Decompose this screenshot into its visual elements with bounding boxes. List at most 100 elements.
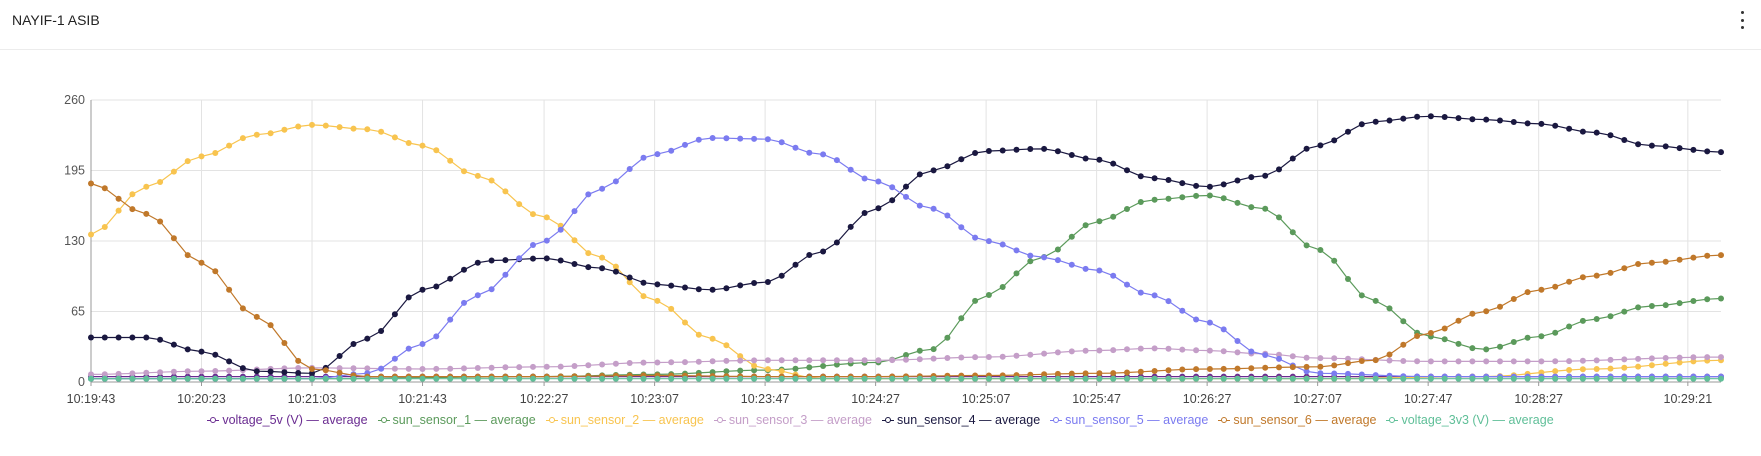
legend-item[interactable]: sun_sensor_5 — average — [1050, 413, 1208, 427]
series-point — [1206, 375, 1213, 382]
series-point — [1124, 369, 1130, 376]
series-point — [1276, 166, 1282, 173]
series-point — [212, 351, 219, 358]
series-point — [1538, 286, 1545, 293]
series-point — [1137, 199, 1144, 205]
series-point — [1386, 117, 1393, 124]
series-point — [1593, 272, 1600, 279]
series-point — [226, 358, 233, 365]
series-point — [903, 375, 909, 382]
series-point — [1704, 296, 1711, 303]
series-point — [985, 354, 992, 360]
series-point — [792, 375, 799, 382]
series-point — [1469, 358, 1476, 365]
series-point — [1124, 375, 1130, 382]
series-point — [1234, 199, 1241, 206]
legend-label: sun_sensor_3 — average — [728, 413, 873, 427]
series-point — [184, 346, 191, 353]
series-point — [1455, 317, 1462, 324]
series-point — [350, 125, 357, 132]
series-point — [322, 375, 329, 382]
series-point — [1193, 316, 1200, 323]
series-point — [129, 370, 136, 377]
kebab-menu-icon[interactable] — [1735, 8, 1749, 32]
x-tick-label: 10:21:03 — [288, 392, 337, 406]
series-point — [143, 375, 150, 382]
series-point — [143, 334, 150, 341]
series-point — [1082, 222, 1089, 229]
series-point — [267, 322, 274, 329]
series-point — [1593, 366, 1600, 372]
legend-item[interactable]: sun_sensor_4 — average — [882, 413, 1040, 427]
series-point — [378, 365, 385, 372]
series-point — [1662, 143, 1669, 150]
legend-item[interactable]: sun_sensor_2 — average — [545, 413, 704, 427]
series-point — [972, 150, 979, 156]
series-point — [682, 141, 688, 148]
series-point — [1358, 358, 1365, 364]
series-point — [1345, 375, 1351, 382]
legend-item[interactable]: voltage_3v3 (V) — average — [1386, 413, 1554, 427]
series-point — [1566, 375, 1573, 382]
legend-item[interactable]: sun_sensor_1 — average — [377, 413, 536, 427]
series-point — [1206, 192, 1213, 199]
series-point — [1054, 375, 1061, 382]
x-tick-label: 10:26:27 — [1183, 392, 1232, 406]
legend-marker-icon — [1386, 416, 1399, 424]
series-point — [1704, 354, 1711, 361]
series-point — [336, 353, 343, 359]
series-point — [1248, 375, 1255, 382]
series-point — [364, 126, 371, 133]
series-point — [1372, 375, 1379, 382]
series-point — [1593, 316, 1600, 322]
legend-item[interactable]: voltage_5v (V) — average — [207, 413, 368, 427]
series-point — [267, 375, 274, 382]
series-point — [88, 334, 94, 341]
series-point — [226, 375, 233, 382]
legend-marker-icon — [377, 416, 390, 424]
series-point — [1455, 375, 1462, 382]
series-point — [419, 341, 426, 347]
series-point — [1193, 347, 1200, 354]
series-point — [792, 365, 799, 372]
legend-item[interactable]: sun_sensor_3 — average — [713, 413, 873, 427]
series-point — [364, 375, 371, 382]
series-point — [1303, 368, 1310, 375]
series-point — [447, 157, 454, 164]
series-point — [1704, 148, 1711, 155]
series-point — [474, 172, 481, 179]
series-point — [1469, 345, 1476, 352]
x-tick-label: 10:23:07 — [630, 392, 679, 406]
legend-item[interactable]: sun_sensor_6 — average — [1218, 413, 1376, 427]
series-point — [1497, 358, 1503, 365]
series-point — [1165, 298, 1172, 305]
series-point — [1096, 156, 1103, 163]
legend-marker-icon — [545, 416, 558, 424]
series-point — [391, 134, 398, 141]
series-point — [626, 166, 633, 172]
series-point — [1400, 341, 1407, 348]
series-point — [1427, 358, 1434, 365]
series-point — [1331, 375, 1338, 382]
series-point — [1096, 218, 1103, 225]
series-point — [682, 359, 688, 366]
series-point — [461, 299, 467, 306]
series-point — [1013, 352, 1020, 359]
series-point — [654, 297, 661, 304]
series-point — [1276, 214, 1282, 221]
series-point — [723, 368, 730, 375]
series-point — [157, 179, 164, 185]
series-point — [1524, 289, 1531, 296]
legend-label: voltage_5v (V) — average — [222, 413, 368, 427]
series-point — [640, 375, 647, 382]
series-point — [239, 375, 246, 382]
series-point — [557, 363, 564, 370]
series-point — [1276, 351, 1282, 358]
series-point — [612, 263, 619, 270]
series-point — [1372, 118, 1379, 125]
series-point — [1303, 145, 1310, 152]
series-point — [751, 357, 758, 364]
series-point — [1234, 338, 1241, 344]
series-point — [1593, 129, 1600, 136]
series-point — [1220, 181, 1227, 188]
